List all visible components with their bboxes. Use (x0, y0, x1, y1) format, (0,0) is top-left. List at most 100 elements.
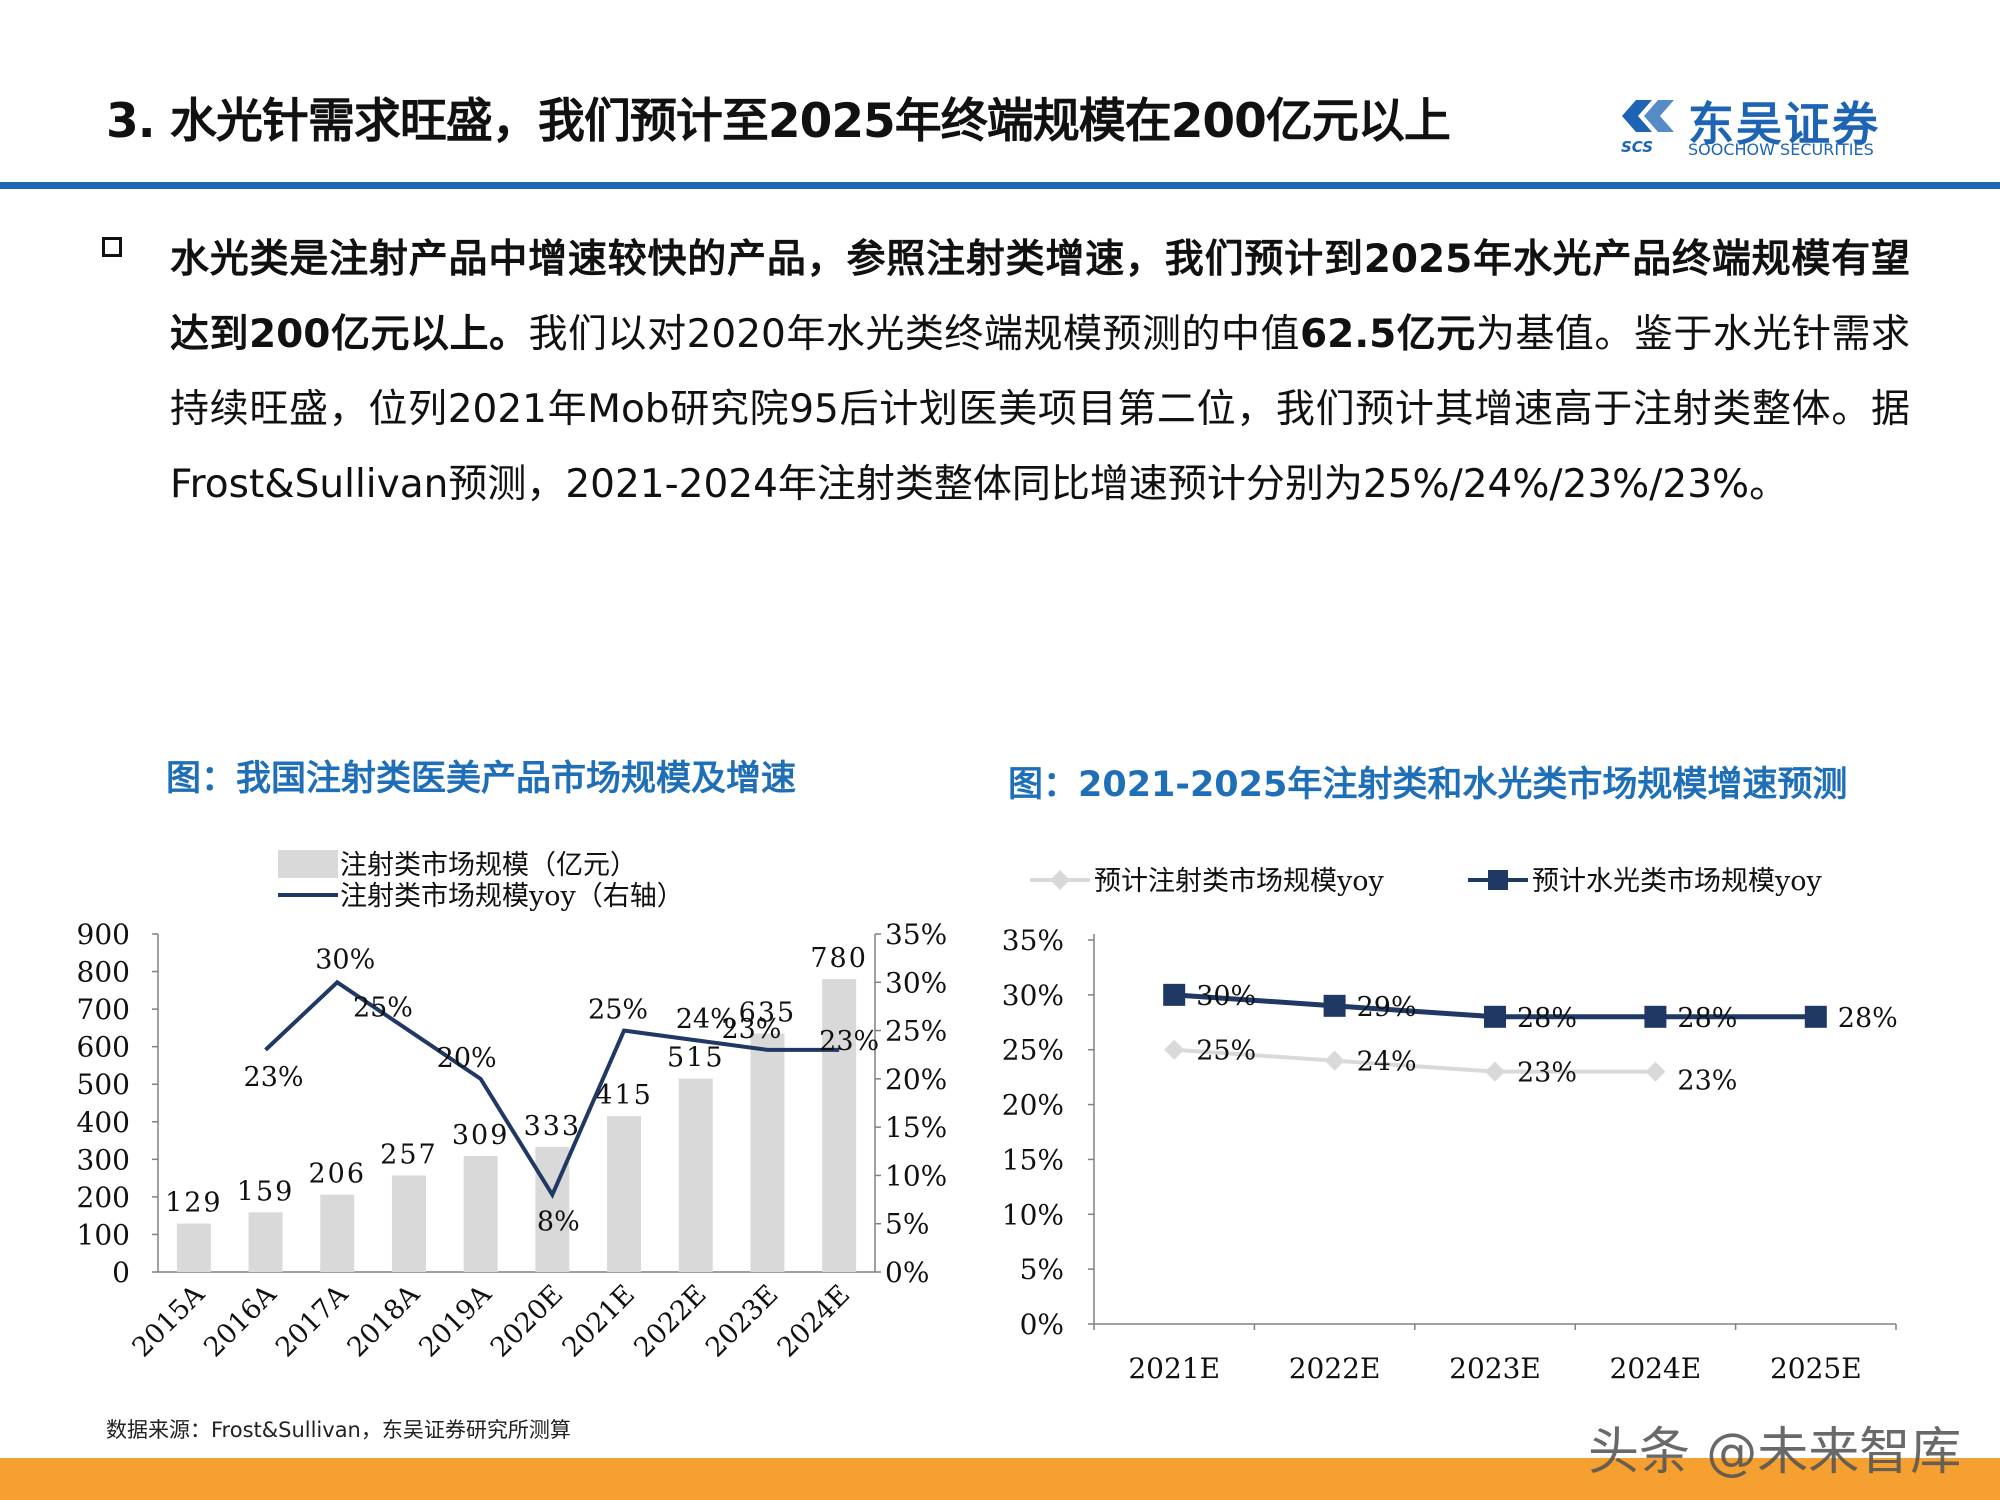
x-tick-label: 2022E (628, 1279, 712, 1363)
bullet-square-icon (102, 237, 122, 257)
hydro-value-label: 30% (1196, 981, 1256, 1012)
injection-value-label: 23% (1517, 1058, 1577, 1089)
x-tick-label: 2024E (772, 1279, 856, 1363)
x-tick-label: 2019A (413, 1279, 498, 1364)
hydro-square-marker (1163, 983, 1186, 1006)
x-tick-label: 2024E (1610, 1352, 1702, 1385)
footer-bar (0, 1458, 2000, 1500)
x-tick-label: 2021E (1128, 1352, 1220, 1385)
right-tick-label: 0% (885, 1256, 929, 1289)
bar-value-label: 309 (452, 1120, 510, 1151)
x-tick-label: 2018A (342, 1279, 427, 1364)
y-tick-label: 20% (1002, 1089, 1064, 1122)
bar (678, 1078, 713, 1272)
left-tick-label: 400 (77, 1106, 130, 1139)
left-tick-label: 900 (77, 918, 130, 951)
body-text-2: 为基值。鉴于水光针需求持续旺盛，位列2021年Mob研究院95后计划医美项目第二… (170, 312, 1910, 507)
y-tick-label: 10% (1002, 1198, 1064, 1231)
hydro-square-marker (1323, 994, 1346, 1017)
y-tick-label: 0% (1020, 1308, 1064, 1341)
legend-bar-swatch (278, 850, 338, 878)
x-tick-label: 2022E (1289, 1352, 1381, 1385)
x-tick-label: 2017A (270, 1279, 355, 1364)
bar-value-label: 257 (380, 1139, 438, 1170)
injection-value-label: 25% (1196, 1036, 1256, 1067)
bar-value-label: 206 (308, 1159, 366, 1190)
bar (750, 1033, 785, 1272)
left-tick-label: 600 (77, 1031, 130, 1064)
y-tick-label: 5% (1020, 1253, 1064, 1286)
legend-injection-label: 预计注射类市场规模yoy (1094, 866, 1385, 897)
bar (822, 979, 857, 1272)
hydro-value-label: 29% (1357, 992, 1417, 1023)
bar (248, 1212, 283, 1272)
chart2-yoy-forecast: 预计注射类市场规模yoy 预计水光类市场规模yoy 0% 5% 10% 15% 20% 25%… (1002, 866, 1898, 1385)
bar (391, 1175, 426, 1272)
hydro-square-marker (1804, 1005, 1827, 1028)
injection-diamond-marker (1324, 1050, 1345, 1071)
yoy-value-label: 23% (819, 1026, 879, 1057)
yoy-value-label: 20% (437, 1043, 497, 1074)
hydro-square-marker (1484, 1005, 1506, 1028)
bar-value-label: 635 (739, 998, 797, 1029)
injection-diamond-marker (1164, 1039, 1185, 1060)
hydro-square-marker (1644, 1005, 1667, 1028)
left-tick-label: 0 (112, 1256, 130, 1289)
left-tick-label: 300 (77, 1143, 130, 1176)
watermark: 头条 @未来智库 (1588, 1423, 1962, 1482)
y-tick-label: 35% (1002, 924, 1064, 957)
right-tick-label: 5% (885, 1208, 929, 1241)
brand-name-cn: 东吴证券 (1688, 97, 1880, 151)
bar (607, 1116, 642, 1272)
data-source-note: 数据来源：Frost&Sullivan，东吴证券研究所测算 (106, 1418, 571, 1442)
right-tick-label: 25% (885, 1015, 947, 1048)
injection-yoy-line (1174, 1047, 1656, 1074)
yoy-value-label: 23% (721, 1014, 781, 1045)
left-tick-label: 200 (77, 1181, 130, 1214)
x-tick-label: 2025E (1770, 1352, 1862, 1385)
legend-square-icon (1488, 870, 1508, 890)
brand-name-en: SOOCHOW SECURITIES (1688, 140, 1874, 159)
yoy-value-label: 25% (588, 995, 648, 1026)
bar-value-label: 415 (595, 1080, 653, 1111)
yoy-value-label: 25% (353, 993, 413, 1024)
bar (463, 1155, 498, 1272)
x-tick-label: 2020E (485, 1279, 569, 1363)
y-tick-label: 15% (1002, 1143, 1064, 1176)
yoy-value-label: 30% (315, 944, 375, 975)
body-bold-lead: 水光类是注射产品中增速较快的产品，参照注射类增速，我们预计到2025年水光产品终… (170, 237, 1910, 357)
body-bold-value: 62.5亿元 (1300, 312, 1476, 357)
bar-value-label: 129 (165, 1188, 223, 1219)
legend-line-label: 注射类市场规模yoy（右轴） (340, 881, 684, 912)
legend-diamond-icon (1050, 870, 1070, 890)
injection-diamond-marker (1485, 1061, 1505, 1082)
hydro-value-label: 28% (1517, 1003, 1577, 1034)
chart1-title: 图：我国注射类医美产品市场规模及增速 (166, 759, 797, 799)
right-tick-label: 10% (885, 1159, 947, 1192)
legend-hydro-label: 预计水光类市场规模yoy (1532, 866, 1823, 897)
chart1-market-size: 注射类市场规模（亿元）注射类市场规模yoy（右轴） 0 100 200 300 400 50… (77, 850, 947, 1364)
x-tick-label: 2016A (198, 1279, 283, 1364)
yoy-line (264, 979, 840, 1200)
yoy-value-label: 24% (676, 1004, 736, 1035)
y-tick-label: 30% (1002, 979, 1064, 1012)
bar-value-label: 159 (237, 1176, 295, 1207)
right-tick-label: 30% (885, 966, 947, 999)
x-tick-label: 2015A (126, 1279, 211, 1364)
body-paragraph: 水光类是注射产品中增速较快的产品，参照注射类增速，我们预计到2025年水光产品终… (170, 222, 1910, 522)
bar-value-label: 515 (667, 1043, 725, 1074)
bar (320, 1194, 355, 1272)
brand-abbr: SCS (1621, 138, 1654, 156)
injection-diamond-marker (1645, 1061, 1666, 1082)
yoy-value-label: 23% (244, 1062, 304, 1093)
injection-value-label: 23% (1677, 1066, 1737, 1097)
bar-value-label: 333 (524, 1111, 582, 1142)
brand-logo: 东吴证券 SCS SOOCHOW SECURITIES (1618, 88, 1898, 162)
page-title: 3. 水光针需求旺盛，我们预计至2025年终端规模在200亿元以上 (106, 94, 1451, 149)
left-tick-label: 100 (77, 1218, 130, 1251)
left-tick-label: 500 (77, 1068, 130, 1101)
bar-value-label: 780 (810, 943, 868, 974)
header-divider (0, 182, 2000, 189)
body-text-1: 我们以对2020年水光类终端规模预测的中值 (528, 312, 1301, 357)
right-tick-label: 35% (885, 918, 947, 951)
